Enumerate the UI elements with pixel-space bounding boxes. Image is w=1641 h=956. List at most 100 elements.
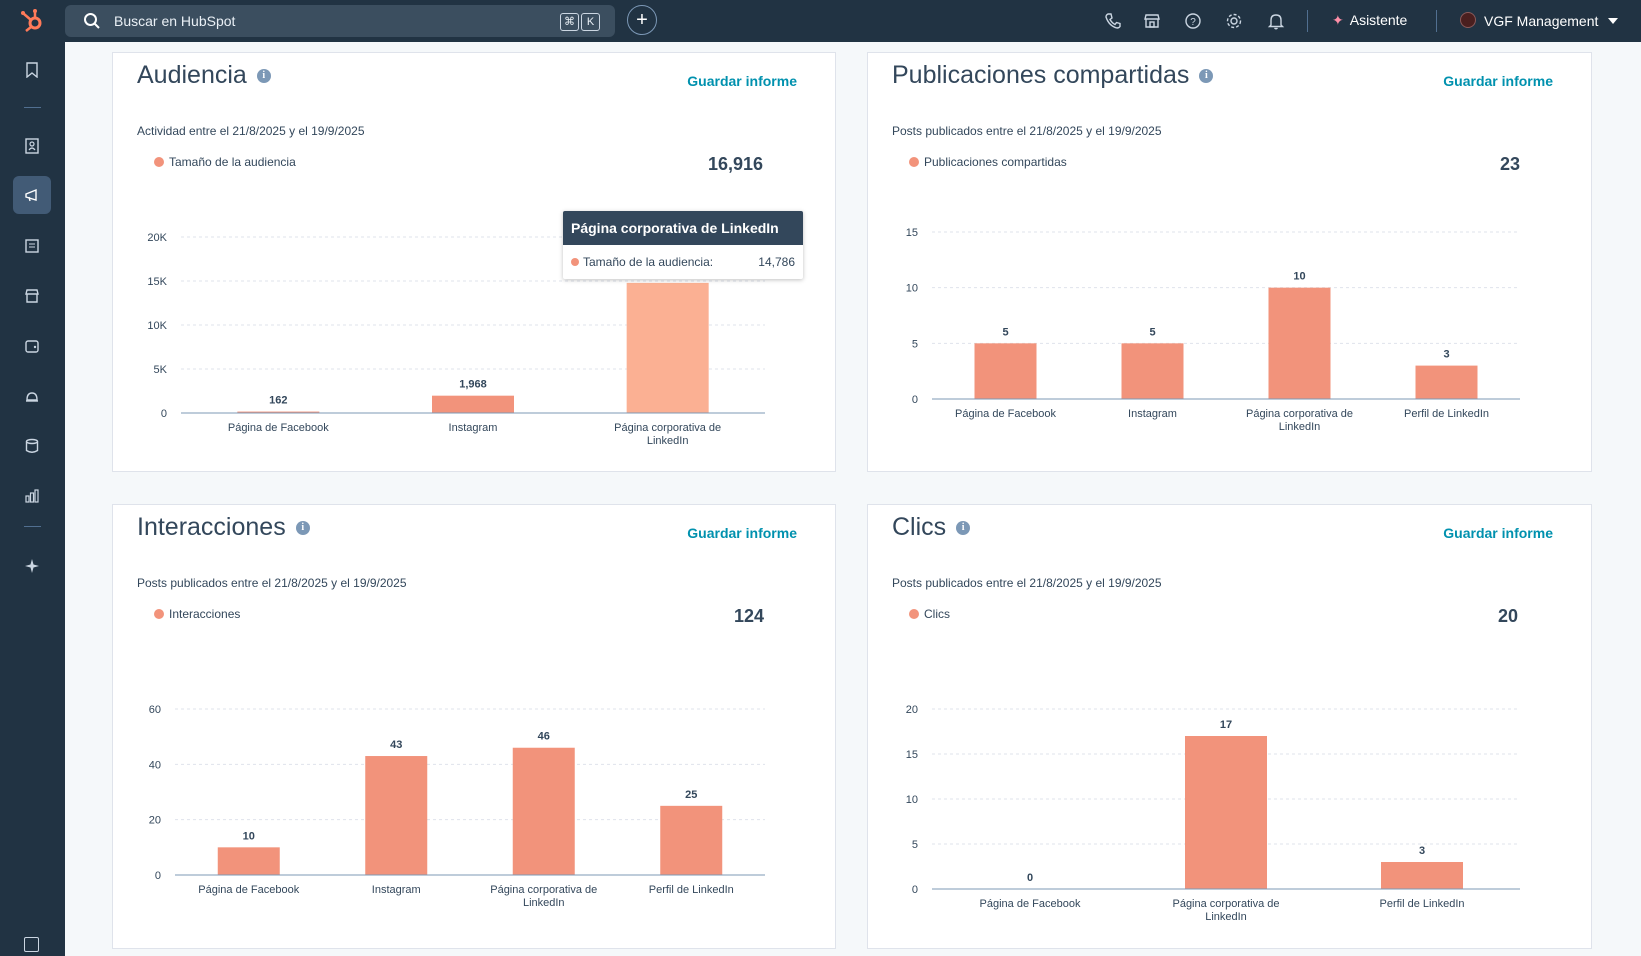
legend-item[interactable]: Publicaciones compartidas xyxy=(909,155,1067,169)
chart-tooltip: Página corporativa de LinkedIn Tamaño de… xyxy=(563,211,803,279)
total-value: 16,916 xyxy=(708,154,764,174)
hubspot-logo-icon[interactable] xyxy=(20,8,46,34)
x-tick-label: Perfil de LinkedIn xyxy=(1404,408,1489,420)
legend-swatch xyxy=(154,157,164,167)
save-report-button[interactable]: Guardar informe xyxy=(1443,525,1553,541)
sidebar-payments[interactable] xyxy=(16,330,48,362)
x-tick-label: LinkedIn xyxy=(1279,421,1321,433)
x-tick-label: Página de Facebook xyxy=(980,898,1081,910)
store-icon xyxy=(25,289,39,303)
card-title-text: Interacciones xyxy=(137,513,286,541)
y-tick-label: 20K xyxy=(147,232,167,244)
sidebar-data[interactable] xyxy=(16,430,48,462)
search-icon xyxy=(84,13,100,29)
x-tick-label: Página corporativa de xyxy=(1172,898,1279,910)
create-new-button[interactable]: + xyxy=(627,5,657,35)
bar xyxy=(974,343,1037,399)
help-icon[interactable]: ? xyxy=(1183,11,1203,31)
x-tick-label: Instagram xyxy=(372,884,421,896)
account-menu[interactable]: VGF Management xyxy=(1460,12,1619,29)
date-range-text: Actividad entre el 21/8/2025 y el 19/9/2… xyxy=(137,124,365,138)
kbd-k: K xyxy=(581,13,600,31)
svg-text:?: ? xyxy=(1190,17,1196,28)
data-label: 46 xyxy=(538,731,550,743)
data-label: 10 xyxy=(243,830,255,842)
sidebar-service[interactable] xyxy=(16,380,48,412)
bar xyxy=(1381,862,1463,889)
legend-swatch xyxy=(909,609,919,619)
marketplace-icon[interactable] xyxy=(1142,11,1162,31)
card-title: Publicaciones compartidas i xyxy=(892,61,1214,90)
data-label: 0 xyxy=(1027,872,1033,884)
save-report-button[interactable]: Guardar informe xyxy=(1443,73,1553,89)
sidebar-ai[interactable] xyxy=(16,550,48,582)
info-icon[interactable]: i xyxy=(295,521,310,535)
sidebar-commerce[interactable] xyxy=(16,280,48,312)
legend-item[interactable]: Tamaño de la audiencia xyxy=(154,155,296,169)
left-sidebar xyxy=(0,42,65,956)
sidebar-reports[interactable] xyxy=(16,480,48,512)
bar xyxy=(432,395,514,413)
y-tick-label: 10 xyxy=(906,283,918,295)
info-icon[interactable]: i xyxy=(256,69,271,83)
data-label: 1,968 xyxy=(459,379,487,391)
search-input[interactable]: Buscar en HubSpot ⌘ K xyxy=(65,5,615,37)
sidebar-contacts[interactable] xyxy=(16,130,48,162)
divider xyxy=(1307,10,1308,32)
caret-down-icon xyxy=(1608,18,1619,24)
x-tick-label: Página de Facebook xyxy=(198,884,299,896)
y-tick-label: 60 xyxy=(149,704,161,716)
legend-item[interactable]: Clics xyxy=(909,607,950,621)
bar xyxy=(660,805,723,875)
divider xyxy=(1436,10,1437,32)
x-tick-label: Perfil de LinkedIn xyxy=(1380,898,1465,910)
phone-icon[interactable] xyxy=(1103,11,1123,31)
sidebar-content[interactable] xyxy=(16,230,48,262)
contacts-icon xyxy=(25,138,39,154)
notifications-bell-icon[interactable] xyxy=(1266,11,1286,31)
legend-swatch xyxy=(154,609,164,619)
sidebar-marketing[interactable] xyxy=(13,176,51,214)
settings-gear-icon[interactable] xyxy=(1224,11,1244,31)
bar xyxy=(1415,365,1478,399)
top-navigation-bar: Buscar en HubSpot ⌘ K + ? ✦ Asistente VGF… xyxy=(0,0,1641,42)
expand-sidebar-icon[interactable] xyxy=(24,937,39,952)
bar-chart-icon xyxy=(25,489,39,503)
card-title-text: Audiencia xyxy=(137,61,247,89)
save-report-button[interactable]: Guardar informe xyxy=(687,73,797,89)
sidebar-divider xyxy=(24,526,41,527)
x-tick-label: LinkedIn xyxy=(647,435,689,447)
info-icon[interactable]: i xyxy=(1199,69,1214,83)
sparkle-icon: ✦ xyxy=(1332,12,1344,28)
assistant-label: Asistente xyxy=(1349,12,1408,28)
bar xyxy=(1268,287,1331,399)
info-icon[interactable]: i xyxy=(956,521,971,535)
date-range-text: Posts publicados entre el 21/8/2025 y el… xyxy=(137,576,407,590)
legend-label: Clics xyxy=(924,607,950,621)
save-report-button[interactable]: Guardar informe xyxy=(687,525,797,541)
card-title: Audiencia i xyxy=(137,61,271,90)
sidebar-bookmarks[interactable] xyxy=(16,54,48,86)
x-tick-label: LinkedIn xyxy=(523,897,565,909)
x-tick-label: Perfil de LinkedIn xyxy=(649,884,734,896)
bar-chart: 0 5 10 15 20 0 Página de Facebook 17 Página corp… xyxy=(906,704,1520,923)
y-tick-label: 15 xyxy=(906,227,918,239)
y-tick-label: 5K xyxy=(154,364,168,376)
tooltip-label: Tamaño de la audiencia: xyxy=(583,255,714,269)
legend-item[interactable]: Interacciones xyxy=(154,607,240,621)
y-tick-label: 20 xyxy=(906,704,918,716)
bar xyxy=(365,756,428,875)
tooltip-swatch xyxy=(571,258,579,266)
bar xyxy=(237,411,320,413)
data-label: 43 xyxy=(390,739,402,751)
x-tick-label: Página corporativa de xyxy=(1246,408,1353,420)
y-tick-label: 5 xyxy=(912,839,918,851)
data-label: 162 xyxy=(269,395,287,407)
card-interacciones: Interacciones i Guardar informe Posts pub… xyxy=(112,504,836,949)
card-title: Interacciones i xyxy=(137,513,310,542)
bar xyxy=(512,747,575,875)
bar-chart: 0 5K 10K 15K 20K 162 Página de Facebook 1,968 In… xyxy=(147,232,765,447)
card-publicaciones: Publicaciones compartidas i Guardar infor… xyxy=(867,52,1592,472)
assistant-button[interactable]: ✦ Asistente xyxy=(1332,12,1407,29)
date-range-text: Posts publicados entre el 21/8/2025 y el… xyxy=(892,124,1162,138)
